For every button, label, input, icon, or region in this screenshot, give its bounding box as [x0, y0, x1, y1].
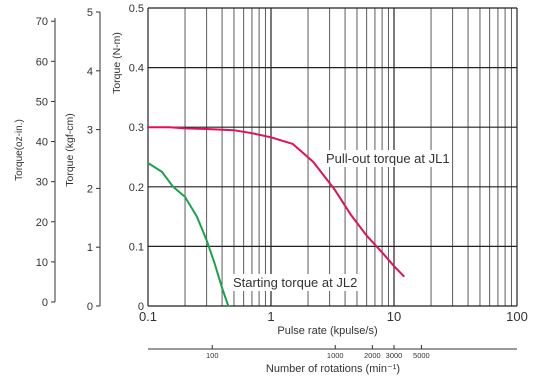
starting-torque-label: Starting torque at JL2 [233, 275, 357, 290]
oz-axis-title: Torque(oz-in.) [14, 119, 25, 181]
oz-tick-label: 30 [36, 177, 48, 189]
x-tick-label: 1 [267, 309, 274, 324]
kgf-tick-label: 0 [87, 301, 93, 313]
kgf-axis-title: Torque (kgf-cm) [64, 113, 76, 187]
kgf-tick-label: 1 [87, 242, 93, 254]
oz-tick-label: 10 [36, 257, 48, 269]
nm-tick-label: 0.3 [129, 122, 144, 134]
pull-out-torque-label: Pull-out torque at JL1 [326, 151, 450, 166]
kgf-tick-label: 2 [87, 183, 93, 195]
x-tick-label: 0.1 [139, 309, 157, 324]
x-tick-label: 100 [506, 309, 528, 324]
kgf-tick-label: 5 [87, 7, 93, 19]
oz-tick-label: 70 [36, 16, 48, 28]
rotation-tick-label: 100 [206, 351, 219, 360]
oz-tick-label: 50 [36, 96, 48, 108]
oz-tick-label: 60 [36, 56, 48, 68]
oz-tick-label: 0 [42, 297, 48, 309]
nm-tick-label: 0.2 [129, 182, 144, 194]
starting-torque-label-background [231, 274, 360, 291]
x-tick-label: 10 [387, 309, 401, 324]
rotation-tick-label: 5000 [413, 351, 430, 360]
kgf-tick-label: 4 [87, 66, 93, 78]
nm-tick-label: 0.5 [129, 3, 144, 15]
rotation-tick-label: 1000 [327, 351, 344, 360]
nm-tick-label: 0.4 [129, 63, 144, 75]
rotation-tick-label: 2000 [364, 351, 381, 360]
pull-out-torque-label-background [324, 150, 452, 167]
oz-tick-label: 20 [36, 217, 48, 229]
oz-tick-label: 40 [36, 137, 48, 149]
data-series [147, 126, 405, 307]
series-line-starting-torque [147, 162, 230, 307]
x-axis-title: Pulse rate (kpulse/s) [277, 325, 377, 337]
nm-axis-title: Torque (N-m) [111, 32, 123, 94]
rotation-axis-title: Number of rotations (min⁻¹) [266, 363, 400, 375]
rotation-tick-label: 3000 [386, 351, 403, 360]
kgf-tick-label: 3 [87, 125, 93, 137]
nm-tick-label: 0.1 [129, 241, 144, 253]
series-line-pull-out-torque [147, 126, 405, 278]
nm-tick-label: 0 [138, 301, 144, 313]
axes [51, 11, 517, 350]
